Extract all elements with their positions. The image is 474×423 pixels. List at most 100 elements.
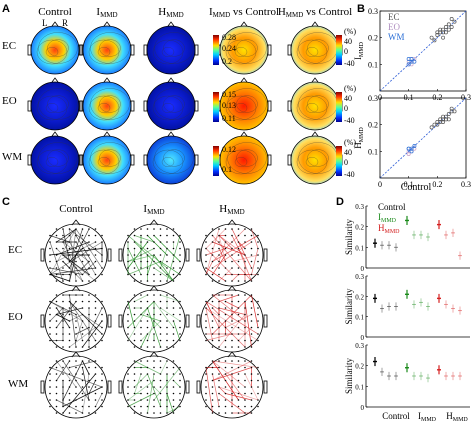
electrode-dot xyxy=(179,392,181,395)
electrode-dot xyxy=(127,399,129,401)
electrode-dot xyxy=(81,386,84,388)
electrode-dot xyxy=(244,228,246,230)
electrode-dot xyxy=(140,339,142,342)
electrode-dot xyxy=(75,280,77,282)
electrode-dot xyxy=(231,234,233,237)
electrode-dot xyxy=(62,373,64,375)
electrode-dot xyxy=(218,339,220,342)
electrode-dot xyxy=(75,300,77,303)
panel-a-headers: Control IMMD HMMD IMMD vs Control HMMD v… xyxy=(38,6,352,28)
electrode-dot xyxy=(146,247,149,250)
panel-d-similarity: 00.10.20.3Similarity00.10.20.3Similarity… xyxy=(344,203,470,412)
scatter-hmmd-vs-control: 0 0.1 0.2 0.3 0.1 0.2 0.3 HMMD xyxy=(353,94,471,189)
y-tick-label: 0.3 xyxy=(355,203,364,211)
electrode-dot xyxy=(75,373,77,375)
cbar-ec-tick-2: 0.2 xyxy=(222,57,232,66)
electrode-dot xyxy=(94,234,97,237)
electrode-dot xyxy=(237,379,240,382)
d-legend-immd: IMMD xyxy=(378,212,397,224)
scatter-point-eo xyxy=(406,152,411,156)
electrode-dot xyxy=(127,247,129,250)
ear-right xyxy=(263,314,268,328)
electrode-dot xyxy=(68,379,71,382)
left-marker: L xyxy=(42,18,48,28)
contour-line xyxy=(236,39,258,57)
electrode-dot xyxy=(211,326,214,329)
electrode-dot xyxy=(250,360,253,362)
electrode-dot xyxy=(88,412,90,414)
electrode-dot xyxy=(153,241,155,243)
electrode-dot xyxy=(55,280,58,282)
electrode-dot xyxy=(211,254,214,256)
electrode-dot xyxy=(101,326,103,329)
electrode-dot xyxy=(146,294,149,296)
electrode-dot xyxy=(153,280,155,282)
electrode-dot xyxy=(159,379,162,382)
electrode-dot xyxy=(179,260,181,263)
electrode-dot xyxy=(205,254,207,256)
electrode-dot xyxy=(205,373,207,375)
ear-left xyxy=(196,248,201,262)
connection-edge xyxy=(212,294,246,322)
x-tick-label: 0.3 xyxy=(461,180,471,189)
scatter-point-ec xyxy=(429,35,434,40)
electrode-dot xyxy=(172,360,175,362)
electrode-dot xyxy=(205,379,207,382)
electrode-dot xyxy=(179,339,181,342)
connection-edge xyxy=(49,367,103,388)
electrode-dot xyxy=(257,366,259,369)
electrode-dot xyxy=(179,320,181,322)
connectivity-ec-2 xyxy=(196,219,268,287)
electrode-dot xyxy=(68,260,71,263)
electrode-dot xyxy=(231,386,233,388)
d-xlabel-control: Control xyxy=(382,411,410,421)
connection-edge xyxy=(49,267,83,275)
electrode-dot xyxy=(237,373,240,375)
electrode-dot xyxy=(88,228,90,230)
diff-wm-tick-2: -40 xyxy=(344,170,355,179)
contour-line xyxy=(45,157,59,167)
ear-left xyxy=(79,44,84,56)
electrode-dot xyxy=(49,313,51,316)
contour-line xyxy=(236,149,258,167)
electrode-dot xyxy=(166,273,168,276)
electrode-dot xyxy=(49,241,51,243)
scatter-point-ec xyxy=(441,120,446,124)
electrode-dot xyxy=(94,412,97,414)
contour-line xyxy=(227,142,267,174)
electrode-dot xyxy=(166,260,168,263)
electrode-dot xyxy=(146,307,149,309)
electrode-dot xyxy=(237,392,240,395)
electrode-dot xyxy=(68,392,71,395)
electrode-dot xyxy=(133,267,136,269)
electrode-dot xyxy=(81,234,84,237)
electrode-dot xyxy=(140,234,142,237)
connection-edge xyxy=(56,241,90,256)
electrode-dot xyxy=(153,333,155,335)
electrode-dot xyxy=(81,333,84,335)
electrode-dot xyxy=(101,234,103,237)
y-tick-label: 0 xyxy=(361,265,365,273)
connection-edge xyxy=(166,235,181,282)
x-tick-label: 0.2 xyxy=(432,93,442,102)
electrode-dot xyxy=(101,333,103,335)
connection-edge xyxy=(62,254,96,282)
electrode-dot xyxy=(250,373,253,375)
contour-line xyxy=(152,149,184,175)
electrode-dot xyxy=(205,241,207,243)
nose xyxy=(103,131,111,137)
electrode-dot xyxy=(224,326,227,329)
contour-line xyxy=(307,39,329,57)
contour-line xyxy=(38,32,78,64)
d-legend: Control IMMD HMMD xyxy=(378,202,406,235)
y-tick-label: 0.2 xyxy=(355,224,364,232)
electrode-dot xyxy=(211,300,214,303)
electrode-dot xyxy=(140,346,142,348)
electrode-dot xyxy=(166,320,168,322)
connection-edge xyxy=(238,248,252,282)
electrode-dot xyxy=(133,254,136,256)
scatter-point-ec xyxy=(432,122,437,127)
connection-edge xyxy=(160,261,181,275)
electrode-dot xyxy=(237,412,240,414)
electrode-dot xyxy=(159,346,162,348)
